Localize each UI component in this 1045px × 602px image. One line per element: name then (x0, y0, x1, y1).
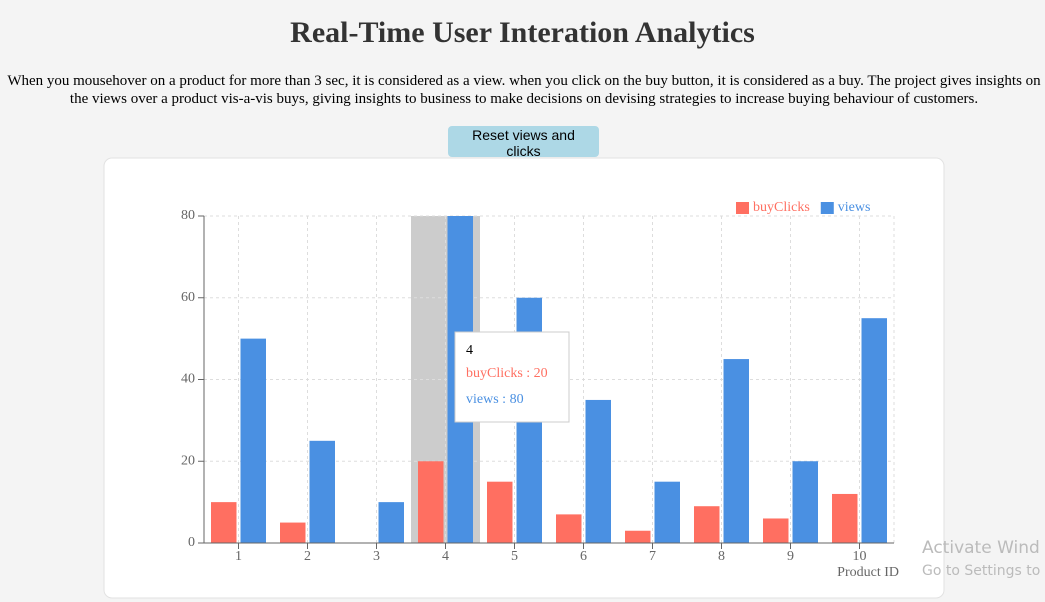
watermark: Activate Wind (922, 538, 1040, 558)
tooltip-value: 80 (510, 392, 524, 407)
tooltip (454, 331, 570, 423)
bar (240, 338, 266, 543)
legend-label: views (838, 200, 871, 215)
tooltip-title: 4 (466, 343, 473, 358)
bar (861, 318, 887, 543)
y-tick-label: 60 (181, 290, 195, 305)
tooltip-name: views (466, 392, 499, 407)
bar (832, 493, 858, 543)
x-tick-label: 2 (304, 549, 311, 564)
y-tick-label: 20 (181, 453, 195, 468)
x-tick-label: 9 (787, 549, 794, 564)
tooltip-separator: : (523, 366, 534, 381)
x-axis-label: Product ID (837, 565, 899, 580)
tooltip-item: buyClicks : 20 (466, 366, 548, 381)
tooltip-separator: : (499, 392, 510, 407)
bar (585, 399, 611, 543)
legend-swatch (736, 202, 749, 214)
bar (211, 502, 237, 543)
x-tick-label: 10 (853, 549, 867, 564)
x-tick-label: 6 (580, 549, 587, 564)
bar (418, 461, 444, 543)
bar (625, 530, 651, 543)
bar (654, 481, 680, 543)
bar (280, 522, 306, 543)
x-tick-label: 8 (718, 549, 725, 564)
x-tick-label: 7 (649, 549, 656, 564)
bar (763, 518, 789, 543)
bar (694, 506, 720, 543)
x-tick-label: 1 (235, 549, 242, 564)
bar (487, 481, 513, 543)
legend-swatch (820, 202, 834, 214)
legend-label: buyClicks (753, 200, 810, 215)
y-tick-label: 0 (188, 535, 195, 550)
reset-button[interactable]: Reset views and clicks (448, 126, 599, 159)
page-title: Real-Time User Interation Analytics (290, 16, 755, 49)
description: When you mousehover on a product for mor… (7, 73, 1041, 107)
x-tick-label: 5 (511, 549, 518, 564)
y-tick-label: 40 (181, 372, 195, 387)
bar (556, 514, 582, 543)
bar (378, 502, 404, 543)
tooltip-name: buyClicks (466, 366, 523, 381)
x-tick-label: 3 (373, 549, 380, 564)
x-tick-label: 4 (442, 549, 449, 564)
watermark: Go to Settings to a (922, 563, 1045, 579)
bar (723, 359, 749, 543)
bar (792, 461, 818, 543)
tooltip-item: views : 80 (466, 392, 524, 407)
y-tick-label: 80 (181, 208, 195, 223)
bar (309, 440, 335, 543)
tooltip-value: 20 (534, 366, 548, 381)
